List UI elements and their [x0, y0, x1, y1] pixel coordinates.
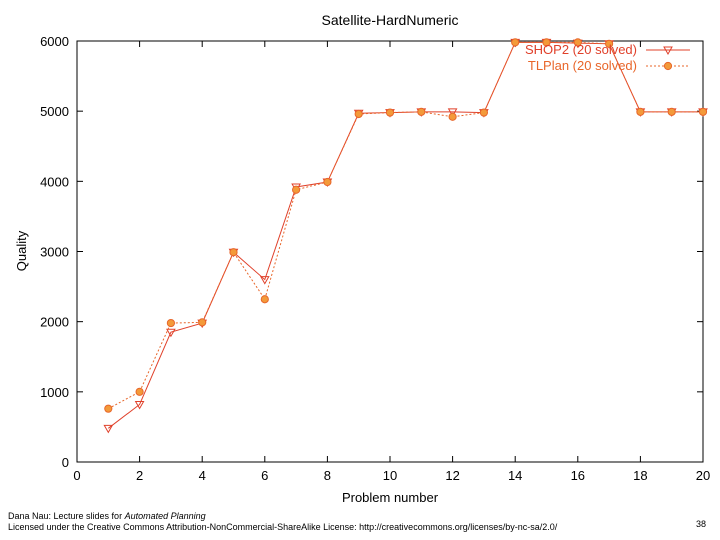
data-point-shop2	[259, 276, 270, 285]
data-point-tlplan	[511, 38, 520, 47]
data-point-tlplan	[385, 108, 395, 117]
data-point-shop2	[447, 108, 458, 117]
page-number: 38	[696, 519, 707, 529]
y-tick-label: 5000	[40, 104, 69, 119]
legend-marker	[663, 61, 673, 71]
x-tick-label: 20	[696, 468, 710, 483]
series-line-shop2	[107, 41, 703, 429]
data-point-tlplan	[698, 107, 708, 116]
y-tick-label: 1000	[40, 385, 69, 400]
data-point-tlplan	[573, 38, 582, 47]
series-layer	[103, 38, 708, 434]
y-tick-label: 0	[62, 455, 69, 470]
y-tick-label: 6000	[40, 34, 69, 49]
x-tick-label: 8	[324, 468, 331, 483]
footer-license: Licensed under the Creative Commons Attr…	[8, 522, 558, 532]
x-tick-label: 2	[136, 468, 143, 483]
footer-book-title: Automated Planning	[124, 511, 206, 521]
legend-label: TLPlan (20 solved)	[528, 58, 637, 73]
legend-marker	[663, 46, 673, 56]
y-tick-label: 4000	[40, 174, 69, 189]
x-tick-label: 4	[199, 468, 206, 483]
footer-prefix: Dana Nau: Lecture slides for	[8, 511, 125, 521]
x-axis-label: Problem number	[342, 490, 439, 505]
data-point-shop2	[166, 328, 176, 338]
x-tick-label: 6	[261, 468, 268, 483]
y-tick-label: 3000	[40, 245, 69, 260]
data-point-tlplan	[605, 39, 614, 48]
data-point-tlplan	[135, 387, 144, 396]
data-point-tlplan	[417, 107, 426, 116]
legend-label: SHOP2 (20 solved)	[525, 42, 637, 57]
x-tick-label: 18	[633, 468, 647, 483]
data-point-shop2	[103, 424, 114, 434]
data-point-tlplan	[479, 108, 488, 117]
series-line-tlplan	[108, 41, 703, 410]
data-point-tlplan	[354, 109, 363, 119]
chart-title: Satellite-HardNumeric	[322, 12, 459, 28]
data-point-tlplan	[636, 107, 645, 116]
data-point-shop2	[134, 400, 145, 410]
data-point-tlplan	[323, 177, 332, 187]
x-tick-label: 12	[445, 468, 459, 483]
x-tick-label: 10	[383, 468, 397, 483]
axis-ticks: 0 2 4 6 8 10 12 14 16 18 20 0 1000 2000 3000 4000 5000 60…	[40, 34, 710, 483]
data-point-tlplan	[166, 318, 175, 328]
y-tick-label: 2000	[40, 315, 69, 330]
data-point-tlplan	[292, 185, 301, 194]
plot-area-frame	[76, 40, 704, 463]
y-axis-label: Quality	[14, 230, 29, 271]
data-point-tlplan	[260, 295, 269, 304]
data-point-tlplan	[104, 404, 113, 413]
data-point-tlplan	[229, 248, 238, 257]
footer-credits: Dana Nau: Lecture slides for Automated P…	[8, 511, 557, 533]
data-point-tlplan	[667, 107, 676, 116]
x-tick-label: 16	[571, 468, 585, 483]
footer-line-1: Dana Nau: Lecture slides for Automated P…	[8, 511, 557, 522]
x-tick-label: 0	[73, 468, 80, 483]
x-tick-label: 14	[508, 468, 522, 483]
data-point-tlplan	[198, 318, 207, 327]
data-point-tlplan	[448, 112, 457, 121]
data-point-tlplan	[542, 38, 551, 47]
legend: SHOP2 (20 solved)TLPlan (20 solved)	[525, 42, 690, 73]
